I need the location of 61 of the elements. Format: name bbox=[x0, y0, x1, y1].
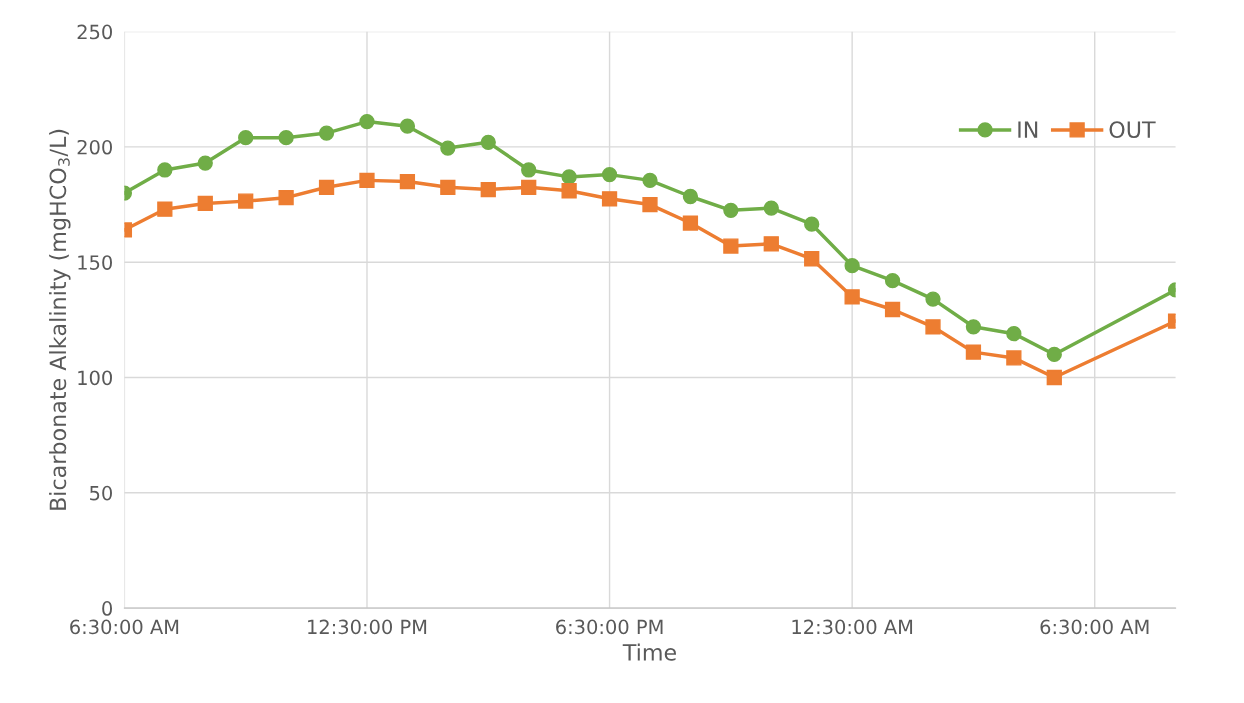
point bbox=[157, 201, 173, 217]
legend-label: IN bbox=[1018, 121, 1038, 138]
x-tick-label: 12:30:00 AM bbox=[792, 619, 913, 635]
point bbox=[157, 162, 173, 178]
point bbox=[682, 188, 699, 205]
point bbox=[601, 166, 618, 183]
point bbox=[480, 134, 496, 150]
point bbox=[763, 200, 779, 216]
point bbox=[440, 140, 456, 156]
point bbox=[925, 319, 941, 335]
point bbox=[521, 179, 537, 195]
point bbox=[521, 162, 537, 178]
point bbox=[682, 215, 699, 231]
point bbox=[399, 173, 416, 190]
point bbox=[278, 190, 294, 206]
x-axis-title: Time bbox=[622, 643, 676, 661]
point bbox=[238, 193, 254, 209]
point bbox=[601, 191, 618, 207]
point bbox=[440, 179, 456, 195]
point bbox=[925, 291, 941, 307]
point bbox=[197, 155, 213, 171]
point bbox=[561, 183, 577, 199]
point bbox=[318, 125, 335, 141]
point bbox=[1046, 346, 1062, 363]
point bbox=[480, 181, 496, 198]
point bbox=[1006, 350, 1022, 366]
point bbox=[965, 319, 982, 335]
point bbox=[844, 289, 860, 305]
x-tick-label: 6:30:00 AM bbox=[70, 619, 179, 635]
point bbox=[804, 251, 820, 267]
y-tick-label: 250 bbox=[77, 24, 112, 40]
y-tick-label: 50 bbox=[90, 485, 112, 501]
point bbox=[359, 113, 375, 130]
point bbox=[1006, 326, 1022, 342]
point bbox=[844, 258, 860, 274]
x-tick-label: 6:30:00 PM bbox=[556, 619, 663, 635]
x-tick-label: 12:30:00 PM bbox=[308, 619, 427, 635]
point bbox=[399, 118, 416, 134]
point bbox=[723, 238, 739, 254]
point bbox=[561, 169, 577, 185]
point bbox=[642, 172, 658, 189]
point bbox=[723, 202, 739, 218]
point bbox=[763, 236, 779, 252]
y-tick-label: 150 bbox=[78, 255, 112, 270]
point bbox=[642, 196, 658, 213]
point bbox=[197, 195, 213, 212]
point bbox=[965, 344, 982, 360]
point bbox=[359, 172, 375, 189]
x-tick-label: 6:30:00 AM bbox=[1040, 619, 1149, 635]
point bbox=[1046, 369, 1062, 386]
y-tick-label: 100 bbox=[78, 370, 112, 386]
point bbox=[804, 216, 820, 232]
y-tick-label: 0 bbox=[102, 601, 112, 616]
y-tick-label: 200 bbox=[77, 139, 112, 155]
point bbox=[278, 130, 294, 146]
point bbox=[318, 179, 335, 195]
point bbox=[238, 130, 254, 146]
y-axis-title: Bicarbonate Alkalinity (mgHCO$_{3}$/L) bbox=[49, 129, 71, 510]
point bbox=[884, 273, 901, 289]
legend-label: OUT bbox=[1109, 121, 1156, 139]
point bbox=[884, 301, 901, 318]
